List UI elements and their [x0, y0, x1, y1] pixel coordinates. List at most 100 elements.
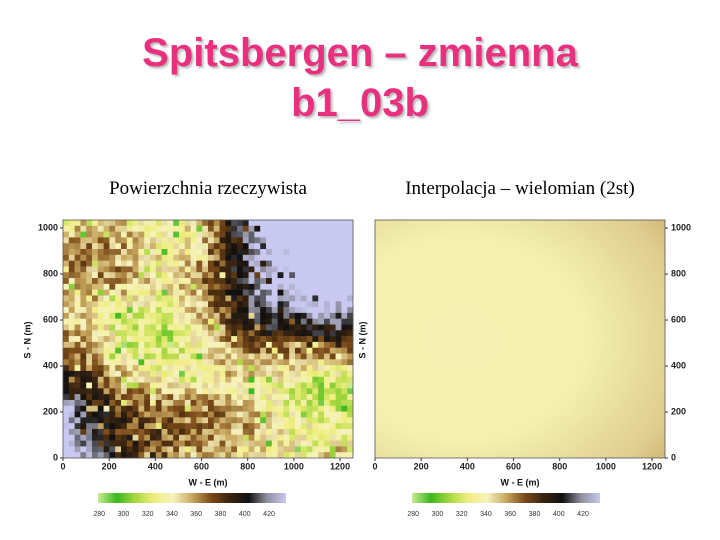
raster-cell	[324, 434, 331, 441]
raster-cell	[248, 423, 255, 430]
raster-cell	[289, 312, 296, 319]
raster-cell	[237, 434, 244, 441]
raster-cell	[318, 365, 325, 372]
raster-cell	[341, 336, 348, 343]
raster-cell	[97, 336, 104, 343]
raster-cell	[184, 260, 191, 267]
raster-cell	[260, 428, 267, 436]
raster-cell	[295, 278, 302, 285]
raster-cell	[295, 312, 302, 319]
raster-cell	[173, 260, 180, 267]
y-tick-label: 0	[53, 452, 58, 462]
raster-cell	[161, 324, 168, 331]
raster-cell	[161, 428, 168, 436]
raster-cell	[150, 394, 157, 401]
raster-cell	[266, 289, 273, 296]
raster-cell	[225, 347, 232, 354]
raster-cell	[341, 231, 348, 238]
raster-cell	[126, 330, 133, 337]
raster-cell	[289, 341, 296, 348]
raster-cell	[138, 312, 145, 319]
raster-cell	[254, 220, 261, 227]
raster-cell	[295, 446, 302, 453]
raster-cell	[231, 260, 238, 267]
raster-cell	[68, 243, 75, 250]
raster-cell	[242, 405, 249, 412]
raster-cell	[254, 365, 261, 372]
raster-cell	[68, 231, 75, 238]
raster-cell	[347, 341, 354, 348]
raster-cell	[266, 312, 273, 319]
raster-cell	[63, 388, 70, 395]
raster-cell	[271, 359, 278, 366]
raster-cell	[295, 434, 302, 441]
raster-cell	[208, 394, 215, 401]
raster-cell	[318, 301, 325, 308]
raster-cell	[86, 295, 93, 302]
raster-cell	[202, 411, 209, 418]
raster-cell	[242, 394, 249, 401]
raster-cell	[74, 417, 81, 424]
raster-cell	[80, 411, 87, 418]
raster-cell	[329, 370, 336, 378]
raster-cell	[312, 272, 319, 279]
raster-cell	[312, 376, 319, 383]
raster-cell	[277, 353, 284, 360]
raster-cell	[80, 324, 87, 331]
raster-cell	[300, 312, 307, 319]
raster-cell	[213, 394, 220, 401]
raster-cell	[237, 324, 244, 331]
raster-cell	[295, 249, 302, 256]
raster-cell	[318, 220, 325, 227]
raster-cell	[237, 388, 244, 395]
raster-cell	[115, 394, 122, 401]
caption: Interpolacja – wielomian (2st)	[405, 178, 635, 199]
raster-cell	[271, 428, 278, 436]
raster-cell	[335, 359, 342, 366]
raster-cell	[138, 370, 145, 378]
raster-cell	[202, 307, 209, 314]
raster-cell	[190, 330, 197, 337]
raster-cell	[248, 278, 255, 285]
raster-cell	[68, 312, 75, 319]
raster-cell	[196, 353, 203, 360]
raster-cell	[97, 254, 104, 261]
caption: Powierzchnia rzeczywista	[109, 178, 307, 199]
raster-cell	[121, 324, 128, 331]
raster-cell	[68, 237, 75, 244]
raster-cell	[289, 254, 296, 261]
raster-cell	[190, 307, 197, 314]
raster-cell	[213, 370, 220, 378]
raster-cell	[63, 417, 70, 424]
raster-cell	[92, 237, 99, 244]
raster-cell	[341, 365, 348, 372]
raster-cell	[103, 249, 110, 256]
raster-cell	[121, 336, 128, 343]
raster-cell	[161, 341, 168, 348]
raster-cell	[347, 353, 354, 360]
colorbar-tick-label: 280	[93, 511, 105, 518]
raster-cell	[115, 428, 122, 436]
x-tick-label: 400	[460, 461, 475, 471]
raster-cell	[86, 376, 93, 383]
raster-cell	[202, 347, 209, 354]
raster-cell	[347, 452, 354, 459]
raster-cell	[289, 452, 296, 459]
raster-cell	[213, 295, 220, 302]
raster-cell	[208, 399, 215, 407]
raster-cell	[74, 330, 81, 337]
colorbar-tick-label: 380	[529, 511, 541, 518]
raster-cell	[283, 440, 290, 447]
raster-cell	[283, 428, 290, 436]
raster-cell	[97, 243, 104, 250]
raster-cell	[132, 417, 139, 424]
raster-cell	[97, 260, 104, 267]
raster-cell	[184, 359, 191, 366]
raster-cell	[103, 452, 110, 459]
raster-cell	[237, 249, 244, 256]
raster-cell	[68, 278, 75, 285]
raster-cell	[213, 324, 220, 331]
raster-cell	[242, 272, 249, 279]
raster-cell	[184, 423, 191, 430]
raster-cell	[161, 260, 168, 267]
